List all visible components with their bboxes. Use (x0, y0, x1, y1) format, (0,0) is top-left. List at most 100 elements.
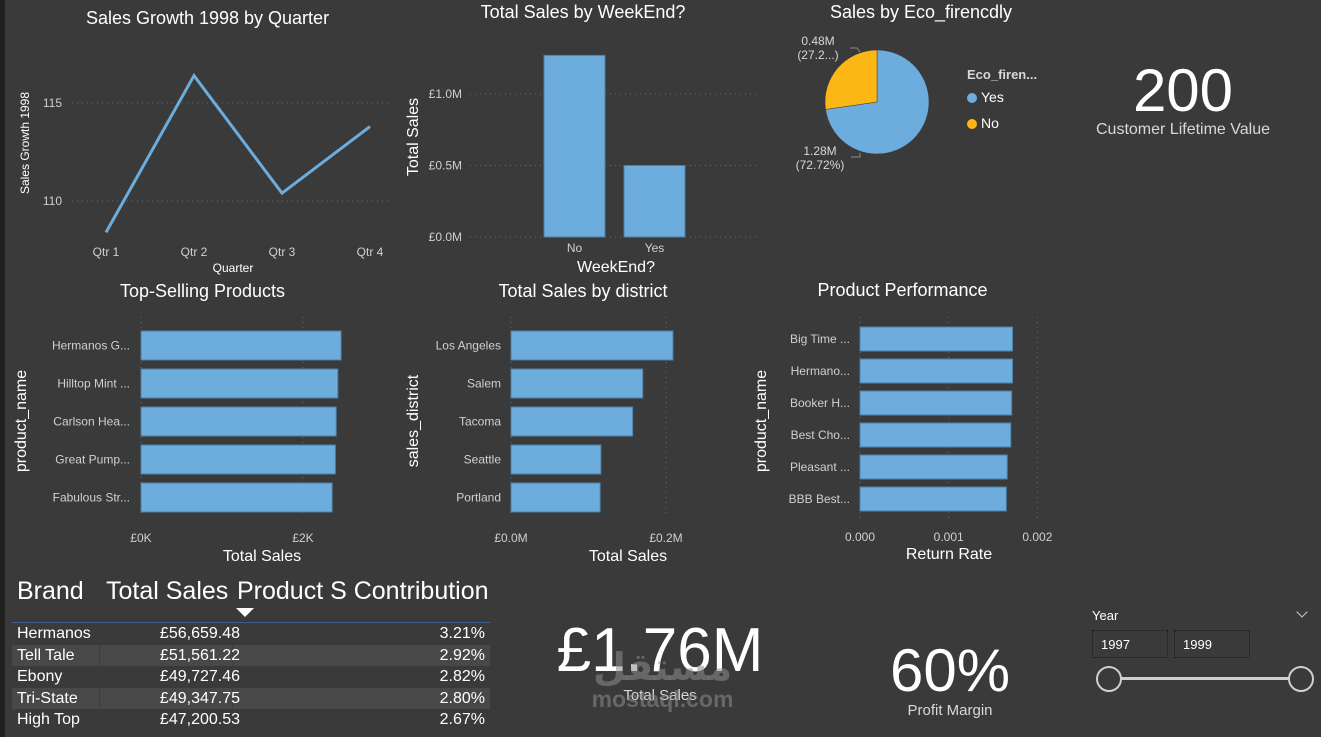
cell-contribution: 3.21% (439, 625, 485, 642)
y-tick-label: Salem (467, 377, 501, 391)
year-start-input[interactable]: 1997 (1092, 630, 1168, 658)
y-tick-label: Hermano... (791, 364, 850, 378)
y-tick-label: Tacoma (459, 415, 501, 429)
x-tick-label: 0.002 (1022, 530, 1052, 544)
bar (859, 358, 1014, 384)
y-tick-label: 110 (43, 194, 62, 208)
chart-title: Total Sales by WeekEnd? (480, 2, 686, 22)
year-slider-track[interactable] (1109, 677, 1301, 680)
profit-margin-value: 60% (889, 637, 1011, 704)
product-performance-plot: 0.000 0.001 0.002 Big Time ... Hermano... Boo… (753, 317, 1053, 563)
cell-total-sales: £51,561.22 (159, 646, 240, 664)
chart-title: Total Sales by district (498, 281, 668, 301)
district-sales-plot: £0.0M £0.2M Los Angeles Salem Tacoma Seattle P… (405, 317, 683, 565)
product-performance-chart[interactable]: Product Performance 0.000 0.001 0.002 Big T… (750, 275, 1070, 570)
year-slider-start-handle[interactable] (1096, 666, 1122, 692)
y-tick-label: Los Angeles (436, 339, 501, 353)
column-header-total-sales[interactable]: Total Sales (106, 577, 229, 605)
cell-contribution: 2.82% (439, 668, 485, 686)
legend-label-yes: Yes (981, 89, 1004, 105)
bar (140, 330, 342, 361)
chart-title: Product Performance (817, 280, 988, 300)
leader-line-no (850, 47, 861, 53)
sales-growth-chart[interactable]: Sales Growth 1998 by Quarter 110 115 Qtr 1… (10, 0, 400, 280)
x-axis-title: Total Sales (589, 548, 667, 565)
clv-card[interactable]: 200 Customer Lifetime Value (1080, 40, 1321, 150)
x-axis-title: Total Sales (223, 548, 301, 565)
y-tick-label: Booker H... (790, 396, 850, 410)
bar (859, 326, 1014, 352)
district-sales-chart[interactable]: Total Sales by district £0.0M £0.2M Los An… (400, 275, 760, 570)
y-tick-label: BBB Best... (789, 492, 850, 506)
y-tick-label: £0.0M (429, 230, 462, 244)
eco-friendly-pie-chart[interactable]: Sales by Eco_firencdly 0.48M (27.2...) 1… (760, 0, 1080, 180)
pie-label-no: 0.48M (27.2...) (790, 34, 846, 62)
chart-title: Sales Growth 1998 by Quarter (85, 8, 330, 28)
table-header: Brand Total Sales Product S Contribution (12, 575, 490, 623)
cell-contribution: 2.67% (439, 711, 485, 729)
y-tick-label: Hilltop Mint ... (57, 377, 130, 391)
pie-legend-item-no[interactable]: No (967, 115, 999, 131)
year-end-input[interactable]: 1999 (1174, 630, 1250, 658)
profit-margin-label: Profit Margin (907, 702, 993, 719)
x-tick-label: £2K (292, 531, 313, 545)
top-selling-products-chart[interactable]: Top-Selling Products £0K £2K Hermanos G...… (0, 275, 400, 570)
x-tick-label: 0.000 (845, 530, 875, 544)
table-row[interactable]: Hermanos £56,659.48 3.21% (12, 623, 490, 645)
x-tick-label: Qtr 2 (181, 245, 208, 259)
y-tick-label: Portland (456, 491, 501, 505)
cell-total-sales: £49,347.75 (159, 689, 240, 707)
bar (140, 482, 333, 513)
bar (510, 406, 634, 437)
weekend-sales-plot: £0.0M £0.5M £1.0M No Yes WeekEnd? Total Sales (405, 54, 760, 276)
cell-contribution: 2.92% (439, 646, 485, 664)
column-header-brand[interactable]: Brand (17, 577, 84, 605)
table-row[interactable]: Ebony £49,727.46 2.82% (12, 666, 490, 688)
clv-label: Customer Lifetime Value (1096, 121, 1270, 138)
x-tick-label: £0.2M (649, 531, 682, 545)
top-products-plot: £0K £2K Hermanos G... Hilltop Mint ... Carls… (13, 317, 342, 565)
y-tick-label: Best Cho... (791, 428, 850, 442)
pie-legend-item-yes[interactable]: Yes (967, 89, 1004, 105)
total-sales-card[interactable]: £1.76M Total Sales (520, 610, 800, 710)
x-tick-label: Qtr 4 (357, 245, 384, 259)
sort-descending-icon[interactable] (236, 608, 254, 617)
chart-title: Top-Selling Products (119, 281, 286, 301)
pie-label-no-value: 0.48M (801, 34, 835, 48)
cell-divider (232, 687, 233, 710)
sales-growth-plot: 110 115 Qtr 1 Qtr 2 Qtr 3 Qtr 4 Quarter Sales G… (18, 72, 390, 275)
y-tick-label: £0.5M (429, 159, 462, 173)
bar (510, 330, 674, 361)
table-row[interactable]: High Top £47,200.53 2.67% (12, 709, 490, 731)
cell-divider (232, 644, 233, 667)
brand-sales-table[interactable]: Brand Total Sales Product S Contribution… (12, 575, 490, 731)
column-header-contribution[interactable]: Product S Contribution (237, 577, 489, 605)
cell-brand: Hermanos (17, 625, 91, 642)
bar (859, 454, 1008, 480)
year-slicer[interactable]: Year 1997 1999 (1088, 600, 1318, 710)
table-row[interactable]: Tell Tale £51,561.22 2.92% (12, 644, 490, 667)
bar (140, 368, 339, 399)
weekend-sales-chart[interactable]: Total Sales by WeekEnd? £0.0M £0.5M £1.0M N… (400, 0, 760, 280)
x-tick-label: Qtr 1 (93, 245, 120, 259)
pie-legend-title: Eco_firen... (967, 67, 1038, 82)
y-tick-label: Big Time ... (790, 332, 850, 346)
y-axis-title: Total Sales (405, 98, 422, 176)
cell-brand: High Top (17, 711, 80, 729)
bar-yes (623, 165, 686, 238)
bar (859, 422, 1012, 448)
x-tick-label: £0K (130, 531, 151, 545)
bar (140, 444, 336, 475)
profit-margin-card[interactable]: 60% Profit Margin (820, 630, 1080, 725)
y-tick-label: Hermanos G... (52, 339, 130, 353)
chevron-down-icon[interactable] (1296, 606, 1308, 618)
cell-total-sales: £56,659.48 (159, 625, 240, 642)
cell-divider (99, 687, 100, 710)
legend-label-no: No (981, 115, 999, 131)
year-slider-end-handle[interactable] (1288, 666, 1314, 692)
table-row[interactable]: Tri-State £49,347.75 2.80% (12, 687, 490, 710)
y-tick-label: Carlson Hea... (53, 415, 130, 429)
x-axis-title: Return Rate (906, 546, 992, 563)
legend-dot-no-icon (967, 119, 977, 129)
pie-label-yes-value: 1.28M (803, 144, 837, 158)
